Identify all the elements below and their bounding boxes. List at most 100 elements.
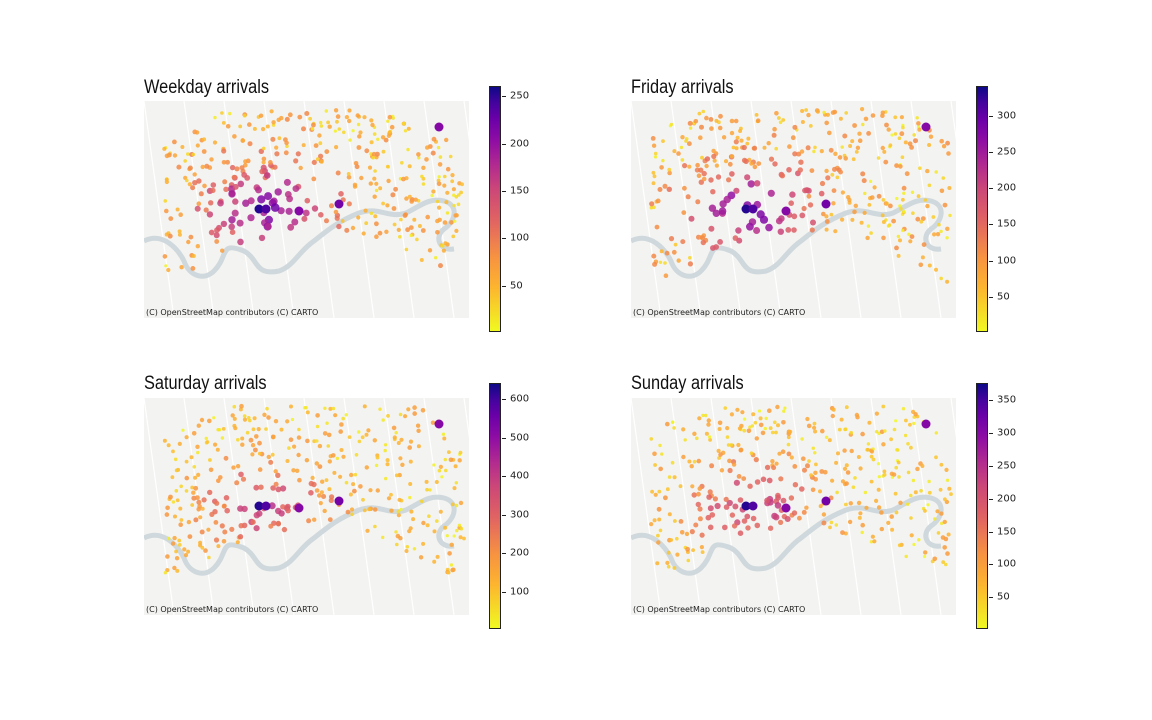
station-dot (372, 132, 377, 136)
colorbar-tick (989, 433, 993, 435)
station-dot (791, 510, 798, 516)
map-sunday[interactable]: (C) OpenStreetMap contributors (C) CARTO (631, 398, 956, 615)
station-dot (240, 138, 245, 143)
station-dot (881, 442, 886, 447)
station-dot (862, 210, 867, 215)
station-dot (919, 219, 924, 224)
station-dot (699, 124, 704, 130)
station-dot (813, 429, 818, 434)
station-dot (355, 113, 360, 118)
station-dot (830, 478, 835, 483)
colorbar-tick (989, 498, 993, 500)
station-dot (770, 430, 775, 435)
station-dot (692, 431, 697, 436)
station-dot (323, 406, 327, 410)
station-dot (424, 157, 429, 162)
station-dot (869, 179, 873, 183)
colorbar-tick (502, 591, 506, 593)
station-dot (456, 202, 461, 207)
station-dot (801, 509, 807, 515)
station-dot (435, 554, 440, 559)
station-dot (886, 224, 891, 228)
station-dot (198, 540, 203, 545)
station-dot (767, 189, 775, 197)
station-dot (832, 166, 837, 172)
station-dot (700, 239, 706, 246)
station-dot (842, 466, 848, 471)
map-canvas (631, 398, 956, 615)
colorbar-tick-label: 300 (997, 110, 1017, 122)
station-dot (945, 236, 949, 240)
station-dot (708, 117, 714, 122)
station-dot (271, 120, 276, 125)
station-dot (828, 525, 832, 530)
road-line (303, 101, 335, 318)
station-dot (305, 410, 310, 415)
station-dot (424, 479, 429, 484)
station-dot (945, 551, 950, 556)
station-dot (200, 506, 205, 511)
map-friday[interactable]: (C) OpenStreetMap contributors (C) CARTO (631, 101, 956, 318)
station-dot (310, 475, 315, 480)
station-dot (898, 164, 903, 169)
road-line (343, 101, 375, 318)
station-dot (870, 534, 875, 539)
station-dot (390, 192, 396, 198)
station-dot (827, 438, 832, 443)
station-dot (818, 190, 825, 197)
station-dot (650, 136, 656, 141)
station-dot (287, 112, 293, 118)
station-dot (372, 438, 377, 443)
station-dot (840, 530, 845, 535)
station-dot (912, 421, 916, 426)
station-dot (689, 529, 695, 535)
station-dot (353, 472, 358, 477)
station-dot (398, 235, 402, 239)
station-dot (442, 436, 447, 441)
station-dot (311, 481, 317, 488)
map-saturday[interactable]: (C) OpenStreetMap contributors (C) CARTO (144, 398, 469, 615)
station-dot (913, 490, 918, 495)
station-dot (707, 505, 714, 512)
station-dot (229, 526, 235, 532)
station-dot (704, 156, 711, 162)
station-dot (653, 463, 657, 467)
station-dot (827, 130, 832, 136)
station-dot (866, 447, 870, 452)
station-dot (436, 181, 442, 187)
station-dot (889, 437, 893, 442)
station-dot (899, 115, 904, 120)
station-dot (457, 458, 462, 463)
station-dot (823, 469, 828, 475)
station-dot (947, 486, 952, 491)
station-dot (304, 458, 310, 463)
station-dot (293, 158, 299, 164)
station-dot (425, 214, 431, 220)
station-dot (704, 115, 709, 121)
station-dot (164, 153, 170, 159)
station-dot (651, 143, 657, 148)
station-dot (168, 494, 173, 500)
station-dot (451, 234, 456, 239)
station-dot (678, 484, 683, 489)
station-dot (788, 495, 795, 501)
station-dot (356, 145, 362, 150)
station-dot (833, 229, 838, 234)
station-dot (691, 548, 695, 552)
station-dot (220, 220, 228, 228)
station-dot (225, 124, 231, 129)
map-weekday[interactable]: (C) OpenStreetMap contributors (C) CARTO (144, 101, 469, 318)
station-dot (232, 183, 239, 190)
station-dot (866, 131, 871, 136)
station-dot (400, 161, 404, 165)
station-dot (901, 407, 906, 411)
station-dot (438, 509, 443, 514)
map-canvas (144, 101, 469, 318)
station-dot (398, 536, 403, 541)
station-dot (335, 114, 341, 119)
station-dot (909, 445, 913, 450)
station-dot (760, 476, 767, 483)
station-dot (771, 132, 777, 138)
station-dot (202, 137, 207, 142)
station-dot (812, 421, 817, 426)
